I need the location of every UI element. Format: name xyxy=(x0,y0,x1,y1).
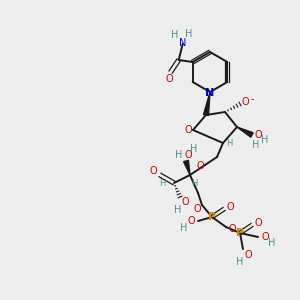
Text: O: O xyxy=(261,232,269,242)
Text: H: H xyxy=(268,238,276,248)
Text: H: H xyxy=(226,140,232,148)
Text: O: O xyxy=(241,97,249,107)
Text: H: H xyxy=(261,135,269,145)
Text: H: H xyxy=(174,205,182,215)
Text: O: O xyxy=(166,74,173,84)
Text: H: H xyxy=(252,140,260,150)
Text: O: O xyxy=(254,130,262,140)
Polygon shape xyxy=(237,127,253,137)
Text: H: H xyxy=(159,178,165,188)
Text: N: N xyxy=(179,38,186,48)
Text: O: O xyxy=(228,224,236,234)
Text: P: P xyxy=(236,228,244,238)
Text: O: O xyxy=(254,218,262,228)
Text: H: H xyxy=(171,30,178,40)
Text: O: O xyxy=(187,216,195,226)
Text: O: O xyxy=(193,204,201,214)
Text: H: H xyxy=(185,29,192,39)
Polygon shape xyxy=(184,160,190,175)
Text: H: H xyxy=(191,178,197,188)
Text: O: O xyxy=(226,202,234,212)
Text: H: H xyxy=(190,144,198,154)
Text: O: O xyxy=(184,150,192,160)
Text: P: P xyxy=(208,212,216,222)
Polygon shape xyxy=(203,92,210,116)
Text: O: O xyxy=(149,166,157,176)
Text: N: N xyxy=(206,88,214,98)
Text: O: O xyxy=(184,125,192,135)
Text: O: O xyxy=(181,197,189,207)
Text: O: O xyxy=(196,161,204,171)
Text: -: - xyxy=(250,94,254,104)
Text: H: H xyxy=(180,223,188,233)
Text: H: H xyxy=(236,257,244,267)
Text: H: H xyxy=(175,150,183,160)
Text: O: O xyxy=(244,250,252,260)
